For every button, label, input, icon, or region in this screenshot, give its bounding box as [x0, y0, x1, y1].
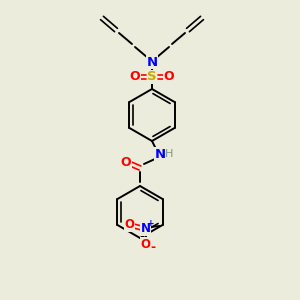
Text: O: O [140, 238, 151, 250]
Text: O: O [130, 70, 140, 83]
Text: N: N [140, 223, 151, 236]
Text: O: O [121, 155, 131, 169]
Text: S: S [147, 70, 157, 83]
Text: N: N [146, 56, 158, 68]
Text: O: O [124, 218, 134, 232]
Text: N: N [154, 148, 166, 160]
Text: +: + [147, 218, 154, 227]
Text: O: O [164, 70, 174, 83]
Text: H: H [165, 149, 173, 159]
Text: -: - [150, 242, 155, 254]
